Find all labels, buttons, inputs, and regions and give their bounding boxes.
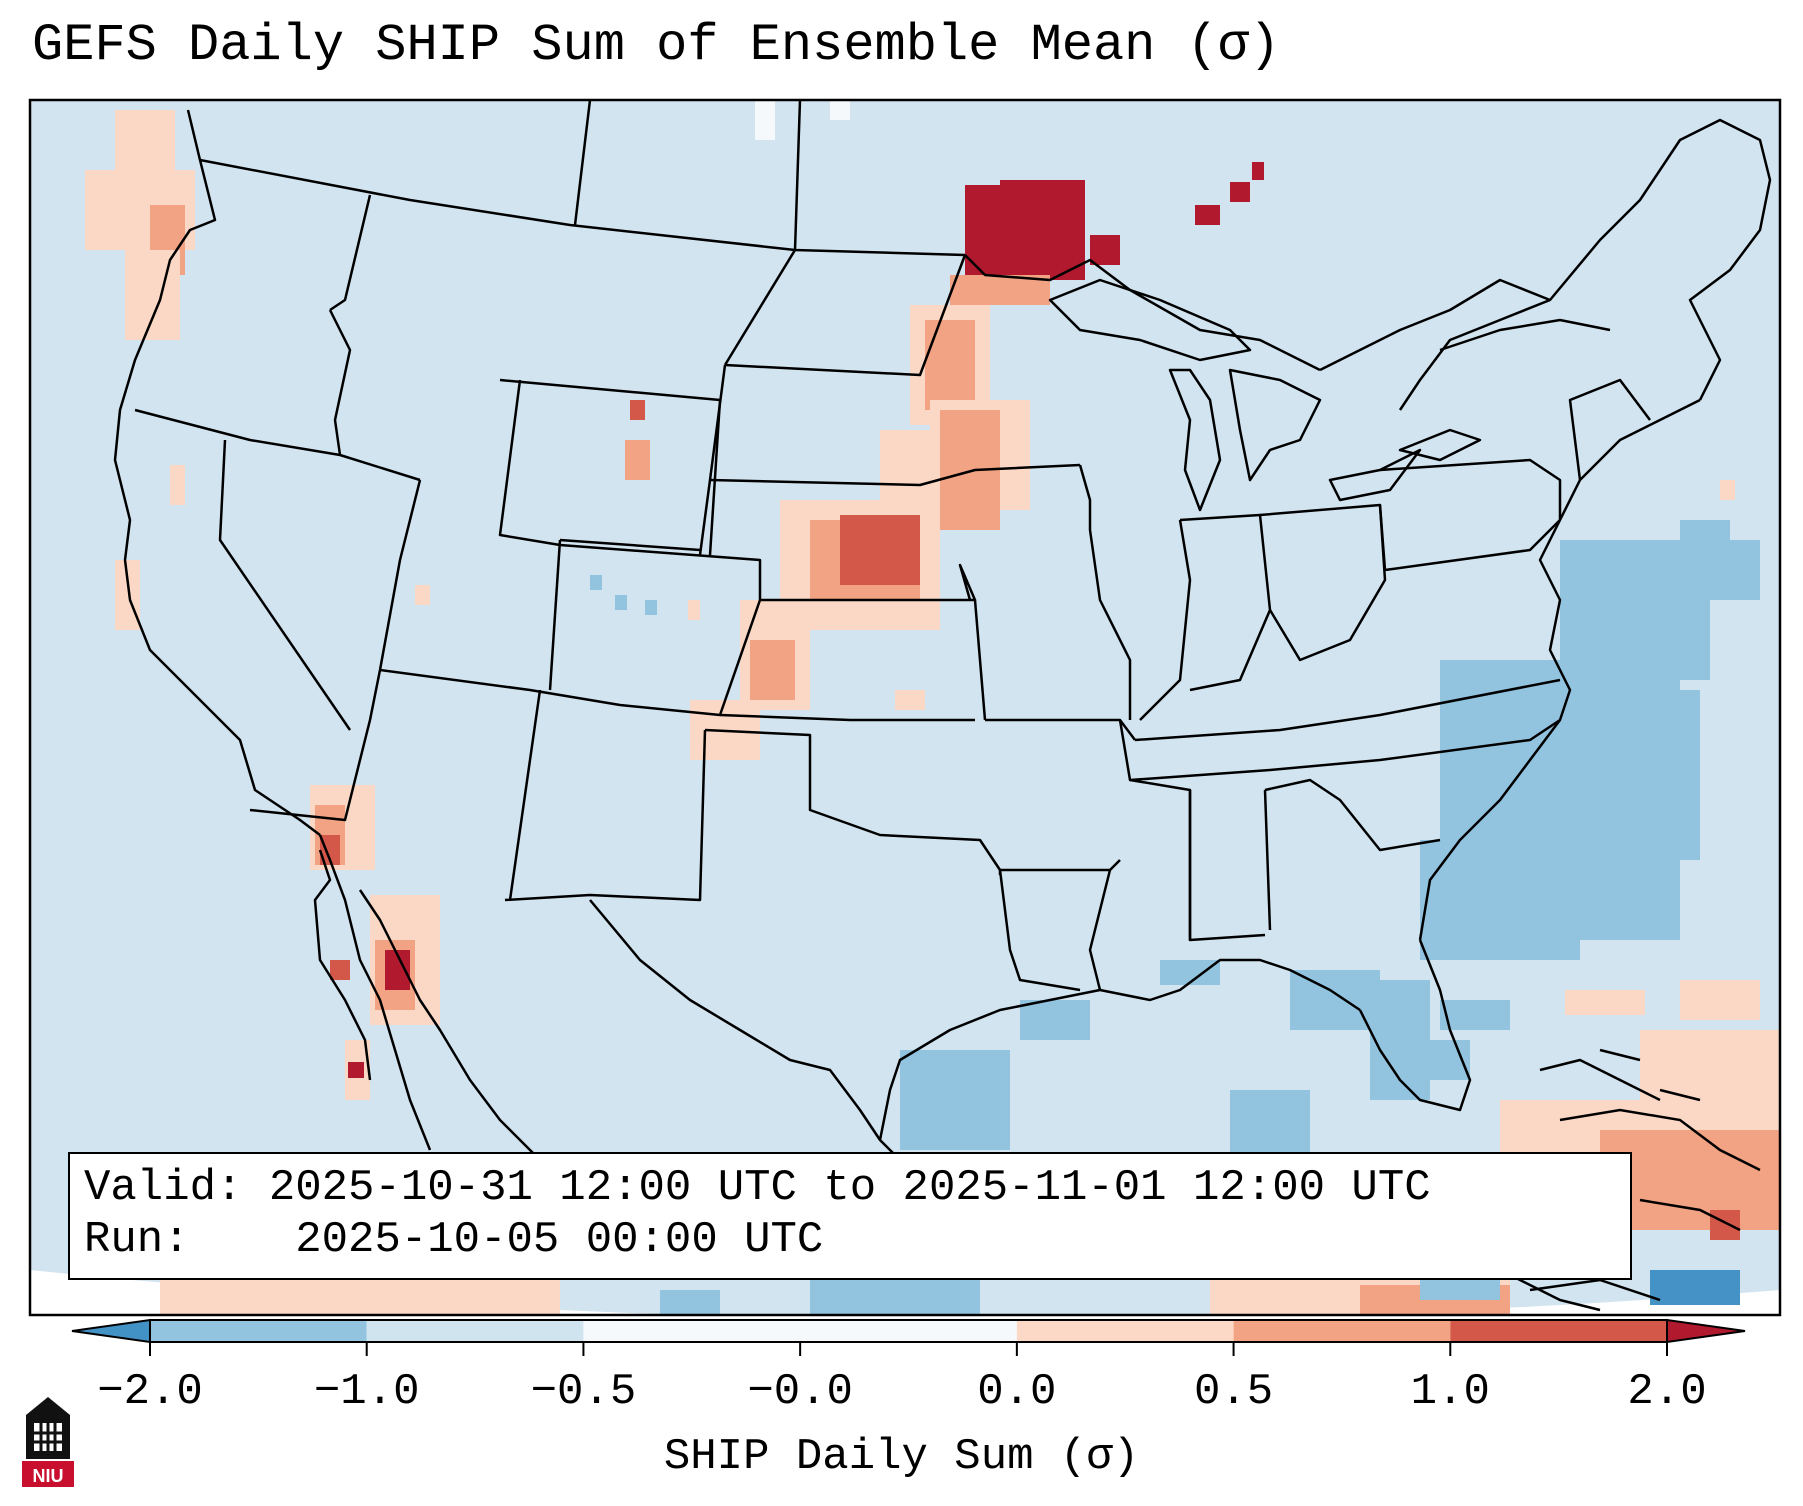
- caribbean-islands: [1529, 1048, 1761, 1302]
- negative-anomaly-field: [590, 100, 1760, 1315]
- colorbar-tick-label: 0.5: [1193, 1367, 1274, 1417]
- colorbar-segment: [150, 1320, 367, 1342]
- state-borders: [134, 100, 1651, 1232]
- colorbar-segment: [366, 1320, 584, 1342]
- colorbar-tick-label: −1.0: [313, 1367, 420, 1417]
- run-label: Run:: [84, 1215, 190, 1265]
- map-frame: [28, 98, 1782, 1317]
- valid-label: Valid:: [84, 1163, 243, 1213]
- logo-text: NIU: [33, 1466, 64, 1486]
- colorbar-tick-label: 2.0: [1627, 1367, 1707, 1417]
- valid-run-info-box: Valid: 2025-10-31 12:00 UTC to 2025-11-0…: [68, 1152, 1632, 1280]
- colorbar-extend-low: [71, 1318, 151, 1344]
- great-lakes: [1048, 278, 1482, 512]
- colorbar-tick-label: 0.0: [977, 1367, 1057, 1417]
- colorbar-segment: [1450, 1320, 1667, 1342]
- coastlines: [113, 109, 1772, 1312]
- run-value: 2025-10-05 00:00 UTC: [295, 1215, 824, 1265]
- colorbar-tick-label: 1.0: [1410, 1367, 1490, 1417]
- colorbar-tick-label: −0.0: [747, 1367, 853, 1417]
- niu-logo-icon: NIU: [22, 1397, 74, 1487]
- colorbar-segment: [1016, 1320, 1234, 1342]
- colorbar-segment: [583, 1320, 801, 1342]
- colorbar-segment: [800, 1320, 1017, 1342]
- colorbar-tick-label: −2.0: [97, 1367, 203, 1417]
- colorbar-tick-label: −0.5: [530, 1367, 637, 1417]
- colorbar: [71, 1318, 1746, 1356]
- map-title: GEFS Daily SHIP Sum of Ensemble Mean (σ): [32, 16, 1281, 75]
- valid-value: 2025-10-31 12:00 UTC to 2025-11-01 12:00…: [268, 1163, 1431, 1213]
- colorbar-title: SHIP Daily Sum (σ): [663, 1432, 1140, 1482]
- colorbar-outline: [149, 1319, 1668, 1343]
- colorbar-extend-high: [1666, 1318, 1746, 1344]
- colorbar-segment: [1233, 1320, 1451, 1342]
